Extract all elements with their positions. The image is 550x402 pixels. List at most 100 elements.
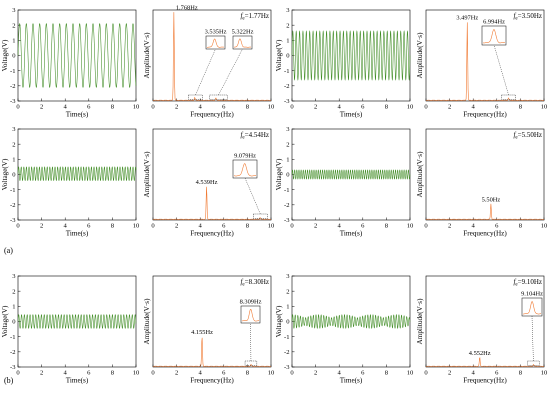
time-6-ytick-label: -3 <box>284 364 290 371</box>
spec-4-condition: fe=5.50Hz <box>513 131 542 141</box>
spec-5-condition: fe=8.30Hz <box>240 278 269 288</box>
time-4-xtick-label: 2 <box>314 223 317 230</box>
spec-4-frame <box>425 128 545 221</box>
spec-6-ylabel: Amplitude(V·s) <box>416 298 424 345</box>
spec-5-ylabel: Amplitude(V·s) <box>143 298 151 345</box>
time-5-ylabel: Voltage(V) <box>1 305 9 337</box>
time-1-xtick-label: 4 <box>64 104 68 111</box>
time-4-panel: -3 -2 -1 0 1 2 3 0 2 4 6 8 10 Time(s) Voltage(V) <box>275 126 414 237</box>
time-1-xlabel: Time(s) <box>66 111 89 119</box>
spec-3-peak-label: 4.539Hz <box>196 179 218 186</box>
spec-2-series-line <box>425 22 545 101</box>
time-3-xtick-label: 10 <box>133 223 140 230</box>
spec-2-xtick-label: 8 <box>519 104 523 111</box>
spec-6-xtick-label: 0 <box>424 370 428 377</box>
spec-2-ylabel: Amplitude(V·s) <box>416 32 424 79</box>
spec-1-series-line <box>152 12 272 101</box>
time-1-xtick-label: 6 <box>87 104 91 111</box>
spec-3-series-line <box>152 186 272 220</box>
spec-5-inset-line <box>241 308 259 322</box>
spec-1-xtick-label: 2 <box>175 104 178 111</box>
spec-3-inset-line <box>233 163 256 177</box>
spec-1-xtick-label: 6 <box>222 104 226 111</box>
time-2-xtick-label: 4 <box>338 104 342 111</box>
time-6-ytick-label: -2 <box>284 349 290 356</box>
time-2-xtick-label: 10 <box>407 104 414 111</box>
time-2-ytick-label: -3 <box>284 98 290 105</box>
time-6-xlabel: Time(s) <box>340 377 363 385</box>
time-1-frame <box>17 9 137 102</box>
time-2-ytick-label: 0 <box>286 53 290 60</box>
time-1-xtick-label: 8 <box>111 104 115 111</box>
time-6-xtick-label: 8 <box>385 370 389 377</box>
time-6-ytick-label: -1 <box>284 334 290 341</box>
time-1-ytick-label: 1 <box>12 38 15 45</box>
time-5-xtick-label: 2 <box>40 370 43 377</box>
time-6-ytick-label: 3 <box>286 273 290 280</box>
spec-2-xtick-label: 10 <box>541 104 548 111</box>
time-5-xlabel: Time(s) <box>66 377 89 385</box>
spec-1-xtick-label: 0 <box>151 104 155 111</box>
row-label-b: (b) <box>4 376 14 385</box>
time-1-panel: -3 -2 -1 0 1 2 3 0 2 4 6 8 10 Time(s) Voltage(V) <box>1 7 140 118</box>
spec-6-peak-label: 4.552Hz <box>469 350 491 357</box>
time-2-xlabel: Time(s) <box>340 111 363 119</box>
spec-6-xtick-label: 10 <box>541 370 548 377</box>
spec-6-zoom-leader <box>531 315 534 362</box>
time-2-xtick-label: 6 <box>361 104 365 111</box>
time-3-ytick-label: 3 <box>12 126 16 133</box>
time-4-ytick-label: 3 <box>286 126 290 133</box>
spec-2-panel: 0 2 4 6 8 10 Frequency(Hz) Amplitude(V·s) fe=3.5… <box>416 9 548 119</box>
spec-6-inset-line <box>522 301 541 315</box>
time-1-ytick-label: -1 <box>10 68 16 75</box>
spec-5-inset-label: 8.309Hz <box>240 299 262 306</box>
spec-6-xtick-label: 8 <box>519 370 523 377</box>
spec-3-panel: 0 2 4 6 8 10 Frequency(Hz) Amplitude(V·s) fe=4.5… <box>143 128 275 238</box>
time-4-ytick-label: -2 <box>284 202 290 209</box>
time-2-ytick-label: -1 <box>284 68 290 75</box>
spec-6-condition: fe=9.10Hz <box>513 278 542 288</box>
spec-6-frame <box>425 275 545 368</box>
time-4-ytick-label: 2 <box>286 141 289 148</box>
time-6-xtick-label: 2 <box>314 370 317 377</box>
spec-3-xtick-label: 10 <box>268 223 275 230</box>
spec-2-xtick-label: 2 <box>448 104 451 111</box>
spec-4-series-line <box>425 203 545 220</box>
time-3-xtick-label: 8 <box>111 223 115 230</box>
time-1-ytick-label: 2 <box>12 22 15 29</box>
spec-2-xtick-label: 6 <box>495 104 499 111</box>
time-5-ytick-label: -3 <box>10 364 16 371</box>
spec-2-frame <box>425 9 545 102</box>
time-5-frame <box>17 275 137 368</box>
time-5-ytick-label: 2 <box>12 288 15 295</box>
spec-3-xtick-label: 2 <box>175 223 178 230</box>
spec-3-zoom-leader <box>244 177 261 215</box>
time-4-xlabel: Time(s) <box>340 230 363 238</box>
time-6-panel: -3 -2 -1 0 1 2 3 0 2 4 6 8 10 Time(s) Voltage(V) <box>275 273 414 384</box>
spec-4-xtick-label: 0 <box>424 223 428 230</box>
time-5-xtick-label: 8 <box>111 370 115 377</box>
time-5-xtick-label: 10 <box>133 370 140 377</box>
time-1-ytick-label: -2 <box>10 83 16 90</box>
time-6-ytick-label: 2 <box>286 288 289 295</box>
time-3-ytick-label: 2 <box>12 141 15 148</box>
spec-5-xtick-label: 2 <box>175 370 178 377</box>
time-1-series-line <box>17 23 137 88</box>
spec-3-condition: fe=4.54Hz <box>240 131 269 141</box>
spec-5-xtick-label: 4 <box>199 370 203 377</box>
spec-2-inset-label: 6.994Hz <box>483 19 505 26</box>
spec-6-inset <box>521 297 543 317</box>
time-3-ytick-label: -1 <box>10 187 16 194</box>
row-label-a: (a) <box>4 246 13 255</box>
time-6-xtick-label: 0 <box>290 370 294 377</box>
time-6-ylabel: Voltage(V) <box>275 305 283 337</box>
time-4-ytick-label: 1 <box>286 157 289 164</box>
time-3-ytick-label: -3 <box>10 217 16 224</box>
spec-1-frame <box>152 9 272 102</box>
spec-1-inset <box>232 35 253 50</box>
time-2-xtick-label: 8 <box>385 104 389 111</box>
spec-1-zoom-leader <box>195 48 216 96</box>
spec-3-xtick-label: 4 <box>199 223 203 230</box>
spec-3-xtick-label: 8 <box>246 223 250 230</box>
